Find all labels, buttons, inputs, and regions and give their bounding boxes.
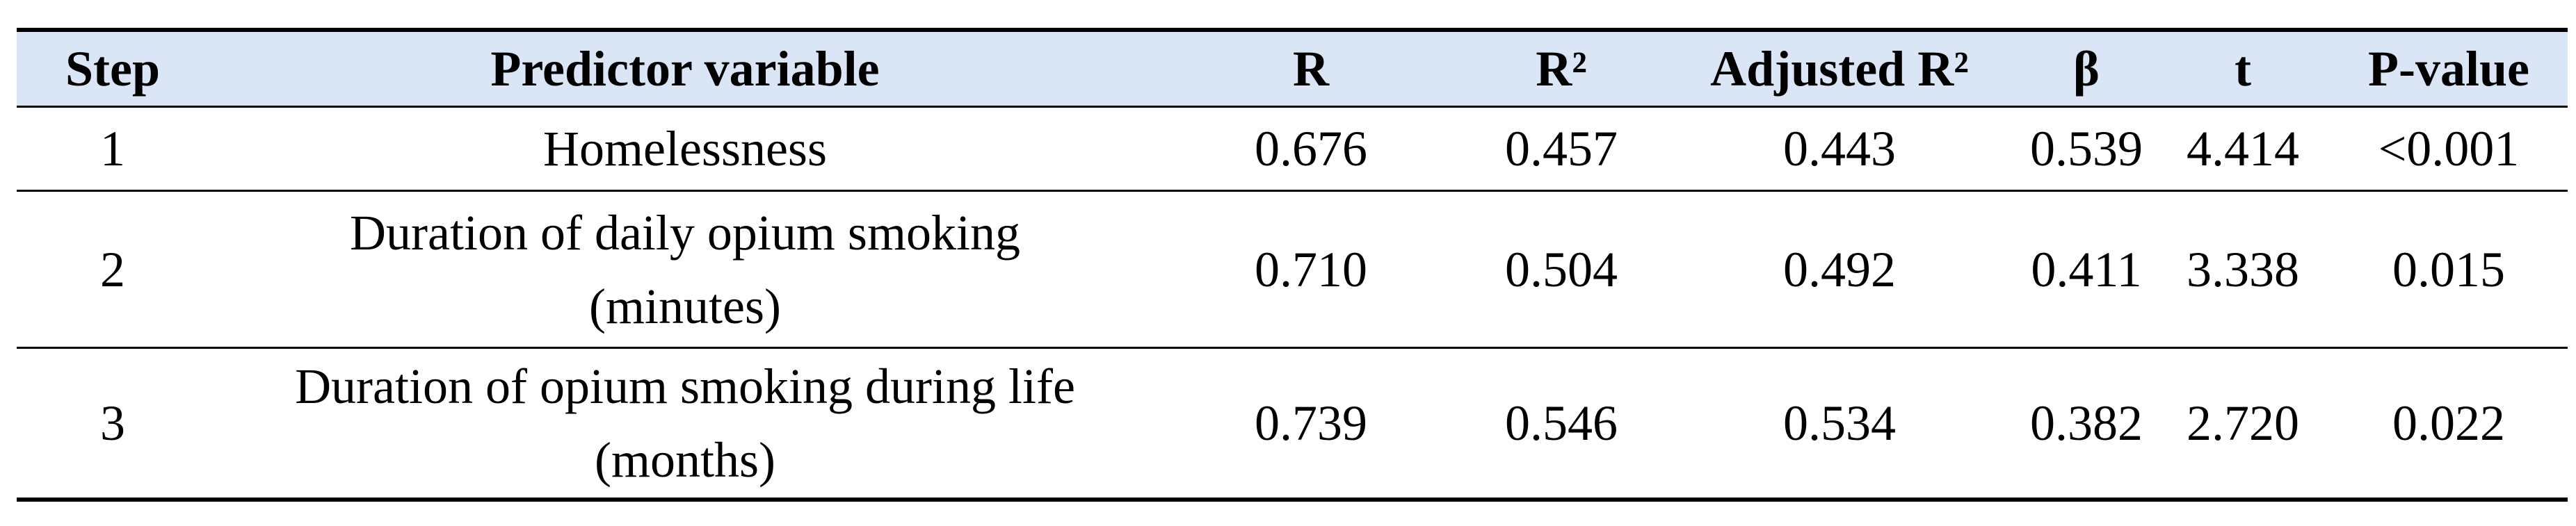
table-row: 3 Duration of opium smoking during life (… <box>17 348 2568 500</box>
table-cell: 0.504 <box>1505 241 1618 297</box>
regression-table: Step Predictor variable R R² Adjusted R² β t P-… <box>17 28 2568 502</box>
table-cell: 3.338 <box>2187 241 2299 297</box>
header-cell: Adjusted R² <box>1710 41 1969 97</box>
header-cell: β <box>2073 41 2100 97</box>
table-cell: 0.492 <box>1783 241 1896 297</box>
predictor-cell: Homelessness <box>543 121 827 176</box>
table-cell: 0.534 <box>1783 395 1896 451</box>
header-cell: Step <box>65 41 161 97</box>
predictor-cell: Duration of daily opium smoking (minutes… <box>350 204 1020 334</box>
table-cell: 3 <box>100 395 125 451</box>
table-cell: 0.457 <box>1505 121 1618 176</box>
table-cell: <0.001 <box>2378 121 2520 176</box>
table-cell: 0.382 <box>2030 395 2143 451</box>
predictor-cell: Duration of opium smoking during life (m… <box>295 358 1075 488</box>
table-row: 1 Homelessness 0.676 0.457 0.443 0.539 4.414 <0… <box>17 107 2568 191</box>
table-cell: 0.022 <box>2392 395 2505 451</box>
header-cell: Predictor variable <box>490 41 880 97</box>
table-cell: 0.411 <box>2031 241 2142 297</box>
table-cell: 2.720 <box>2187 395 2299 451</box>
table-body: 1 Homelessness 0.676 0.457 0.443 0.539 4.414 <0… <box>17 107 2568 500</box>
table-cell: 4.414 <box>2187 121 2299 176</box>
table-cell: 0.546 <box>1505 395 1618 451</box>
header-cell: P-value <box>2368 41 2529 97</box>
table-cell: 1 <box>100 121 125 176</box>
table-cell: 0.739 <box>1255 395 1367 451</box>
header-cell: R² <box>1536 41 1587 97</box>
header-cell: t <box>2235 41 2251 97</box>
table-cell: 0.539 <box>2030 121 2143 176</box>
table-row: 2 Duration of daily opium smoking (minute… <box>17 191 2568 348</box>
table-cell: 2 <box>100 241 125 297</box>
table-cell: 0.676 <box>1255 121 1367 176</box>
header-cell: R <box>1293 41 1329 97</box>
table-cell: 0.443 <box>1783 121 1896 176</box>
table-cell: 0.015 <box>2392 241 2505 297</box>
header-row: Step Predictor variable R R² Adjusted R² β t P-… <box>17 30 2568 107</box>
table-cell: 0.710 <box>1255 241 1367 297</box>
